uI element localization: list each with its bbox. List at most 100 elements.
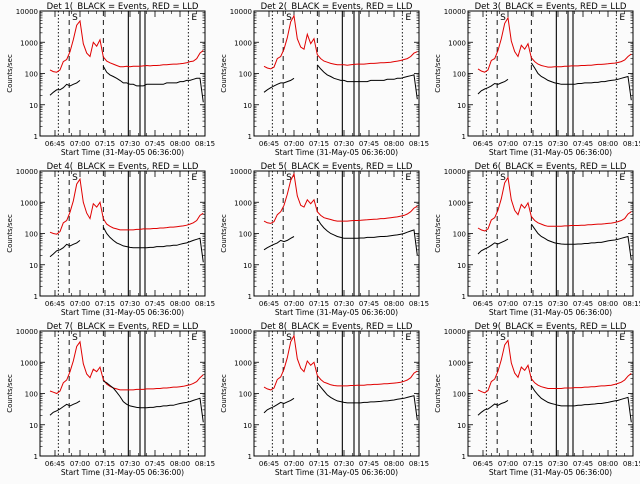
x-tick-label: 08:15 xyxy=(409,300,429,308)
series-line-events xyxy=(263,218,418,256)
y-axis-label: Counts/sec xyxy=(220,54,228,93)
series-line-lld xyxy=(477,339,632,394)
plot-frame xyxy=(253,330,420,457)
x-axis-label: Start Time (31-May-05 06:36:00) xyxy=(489,468,612,477)
y-tick-label: 10 xyxy=(243,422,252,430)
x-tick-label: 07:00 xyxy=(284,300,304,308)
y-tick-label: 10 xyxy=(457,422,466,430)
series-line-events xyxy=(477,62,632,101)
series-line-events xyxy=(477,385,632,423)
x-tick-label: 07:15 xyxy=(95,140,115,148)
x-tick-label: 08:00 xyxy=(598,140,618,148)
marker-label-S: S xyxy=(72,13,78,23)
x-tick-label: 07:15 xyxy=(523,460,543,468)
plot-frame xyxy=(39,330,206,457)
x-tick-label: 07:45 xyxy=(145,460,165,468)
x-tick-label: 07:30 xyxy=(548,140,568,148)
x-tick-label: 07:45 xyxy=(359,460,379,468)
y-tick-label: 10 xyxy=(243,102,252,110)
marker-label-S: S xyxy=(500,13,506,23)
detector-panel-9: Det 9(_BLACK = Events, RED = LLD 1 10 100 10… xyxy=(434,322,640,477)
y-tick-label: 100 xyxy=(239,231,252,239)
plot-frame xyxy=(253,170,420,297)
x-tick-label: 07:00 xyxy=(284,140,304,148)
series-line-events xyxy=(49,66,204,103)
y-tick-label: 10000 xyxy=(444,168,466,176)
marker-label-E: E xyxy=(191,333,197,343)
detector-panel-7: Det 7(_BLACK = Events, RED = LLD 1 10 100 10… xyxy=(6,322,215,477)
series-line-lld xyxy=(477,176,632,232)
y-tick-label: 1000 xyxy=(20,359,38,367)
chart-title: Det 8(_BLACK = Events, RED = LLD xyxy=(261,322,413,332)
x-tick-label: 06:45 xyxy=(473,140,493,148)
x-tick-label: 07:00 xyxy=(284,460,304,468)
x-tick-label: 08:00 xyxy=(170,460,190,468)
marker-label-S: S xyxy=(286,13,292,23)
x-tick-label: 08:00 xyxy=(384,300,404,308)
x-axis-label: Start Time (31-May-05 06:36:00) xyxy=(275,148,398,157)
x-tick-label: 08:15 xyxy=(409,140,429,148)
x-tick-label: 08:15 xyxy=(195,300,215,308)
x-tick-label: 08:15 xyxy=(623,460,640,468)
y-tick-label: 1 xyxy=(462,133,466,141)
plot-frame xyxy=(467,330,634,457)
x-tick-label: 08:00 xyxy=(384,140,404,148)
detector-panel-5: Det 5(_BLACK = Events, RED = LLD 1 10 100 10… xyxy=(220,162,429,317)
plot-frame xyxy=(39,170,206,297)
y-tick-label: 10000 xyxy=(16,8,38,16)
x-tick-label: 07:45 xyxy=(573,460,593,468)
x-axis-label: Start Time (31-May-05 06:36:00) xyxy=(61,148,184,157)
x-tick-label: 07:30 xyxy=(548,460,568,468)
y-tick-label: 10 xyxy=(243,262,252,270)
y-tick-label: 100 xyxy=(453,231,466,239)
x-tick-label: 07:45 xyxy=(145,300,165,308)
y-tick-label: 100 xyxy=(453,71,466,79)
y-tick-label: 1 xyxy=(462,293,466,301)
x-tick-label: 08:00 xyxy=(598,460,618,468)
x-tick-label: 06:45 xyxy=(473,300,493,308)
x-tick-label: 07:15 xyxy=(309,300,329,308)
marker-label-S: S xyxy=(286,333,292,343)
plot-frame xyxy=(253,10,420,137)
y-axis-label: Counts/sec xyxy=(434,374,442,413)
x-tick-label: 07:15 xyxy=(523,140,543,148)
chart-title: Det 4(_BLACK = Events, RED = LLD xyxy=(47,162,199,172)
x-tick-label: 07:30 xyxy=(334,140,354,148)
x-tick-label: 07:00 xyxy=(498,460,518,468)
x-tick-label: 06:45 xyxy=(259,140,279,148)
x-tick-label: 07:15 xyxy=(95,460,115,468)
series-line-lld xyxy=(263,14,418,70)
y-axis-label: Counts/sec xyxy=(434,214,442,253)
y-tick-label: 1 xyxy=(34,133,38,141)
x-tick-label: 08:15 xyxy=(195,140,215,148)
y-tick-label: 10000 xyxy=(230,8,252,16)
x-tick-label: 07:30 xyxy=(120,140,140,148)
series-line-lld xyxy=(49,177,204,235)
plot-frame xyxy=(39,10,206,137)
chart-title: Det 9(_BLACK = Events, RED = LLD xyxy=(475,322,627,332)
y-tick-label: 100 xyxy=(25,231,38,239)
series-line-lld xyxy=(263,334,418,391)
y-tick-label: 100 xyxy=(25,71,38,79)
x-tick-label: 08:15 xyxy=(623,300,640,308)
x-axis-label: Start Time (31-May-05 06:36:00) xyxy=(489,148,612,157)
series-line-events xyxy=(263,64,418,100)
x-tick-label: 07:45 xyxy=(359,300,379,308)
y-tick-label: 10000 xyxy=(16,328,38,336)
x-tick-label: 08:00 xyxy=(598,300,618,308)
y-tick-label: 10 xyxy=(29,422,38,430)
x-tick-label: 08:00 xyxy=(170,140,190,148)
series-line-lld xyxy=(477,16,632,73)
marker-label-E: E xyxy=(405,333,411,343)
series-line-events xyxy=(49,226,204,263)
y-tick-label: 100 xyxy=(25,391,38,399)
marker-label-S: S xyxy=(72,173,78,183)
y-axis-label: Counts/sec xyxy=(220,214,228,253)
y-tick-label: 1000 xyxy=(448,199,466,207)
detector-panel-8: Det 8(_BLACK = Events, RED = LLD 1 10 100 10… xyxy=(220,322,429,477)
chart-title: Det 5(_BLACK = Events, RED = LLD xyxy=(261,162,413,172)
chart-title: Det 3(_BLACK = Events, RED = LLD xyxy=(475,2,627,12)
y-tick-label: 1000 xyxy=(20,199,38,207)
y-tick-label: 1000 xyxy=(448,39,466,47)
y-tick-label: 10000 xyxy=(230,328,252,336)
